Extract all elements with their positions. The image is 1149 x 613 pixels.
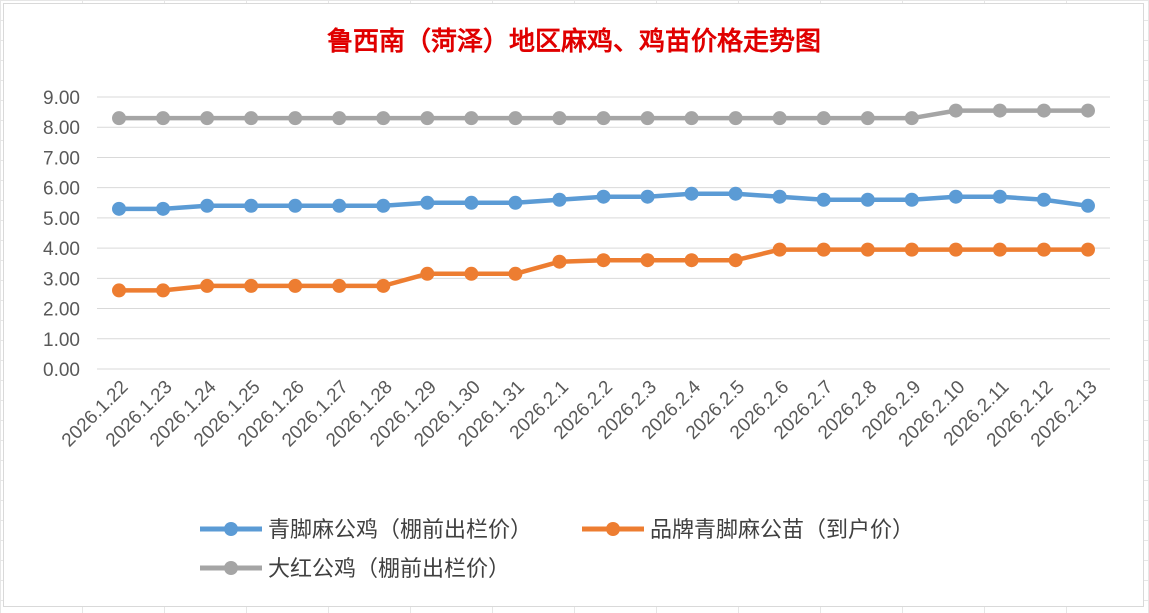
data-point[interactable] [948, 103, 963, 118]
y-tick-label: 8.00 [43, 118, 80, 139]
data-point[interactable] [640, 111, 655, 126]
y-tick-label: 1.00 [43, 330, 80, 351]
y-tick-label: 3.00 [43, 269, 80, 290]
data-point[interactable] [904, 242, 919, 257]
data-point[interactable] [420, 111, 435, 126]
data-point[interactable] [112, 283, 127, 298]
data-point[interactable] [288, 111, 303, 126]
data-point[interactable] [1080, 242, 1095, 257]
data-point[interactable] [596, 189, 611, 204]
legend-item-2[interactable]: 品牌青脚麻公苗（到户价） [582, 518, 914, 543]
data-point[interactable] [244, 278, 259, 293]
data-point[interactable] [200, 278, 215, 293]
y-tick-label: 4.00 [43, 239, 80, 260]
data-point[interactable] [596, 111, 611, 126]
data-point[interactable] [420, 266, 435, 281]
data-point[interactable] [200, 198, 215, 213]
series-3 [112, 103, 1095, 126]
data-point[interactable] [508, 266, 523, 281]
data-point[interactable] [420, 195, 435, 210]
data-point[interactable] [860, 111, 875, 126]
data-point[interactable] [728, 186, 743, 201]
data-point[interactable] [376, 278, 391, 293]
data-point[interactable] [816, 242, 831, 257]
data-point[interactable] [508, 111, 523, 126]
data-point[interactable] [816, 111, 831, 126]
data-point[interactable] [112, 201, 127, 216]
y-tick-label: 6.00 [43, 179, 80, 200]
y-tick-label: 7.00 [43, 148, 80, 169]
data-point[interactable] [772, 111, 787, 126]
series-2 [112, 242, 1095, 298]
data-point[interactable] [992, 103, 1007, 118]
data-point[interactable] [684, 253, 699, 268]
data-point[interactable] [376, 111, 391, 126]
data-point[interactable] [244, 198, 259, 213]
data-point[interactable] [948, 189, 963, 204]
data-point[interactable] [156, 283, 171, 298]
legend-label: 品牌青脚麻公苗（到户价） [650, 518, 914, 543]
data-point[interactable] [332, 111, 347, 126]
legend-swatch-marker [224, 561, 238, 575]
data-point[interactable] [508, 195, 523, 210]
data-point[interactable] [552, 254, 567, 269]
data-point[interactable] [728, 111, 743, 126]
data-point[interactable] [244, 111, 259, 126]
data-point[interactable] [816, 192, 831, 207]
data-point[interactable] [552, 111, 567, 126]
data-point[interactable] [992, 189, 1007, 204]
data-point[interactable] [200, 111, 215, 126]
data-point[interactable] [288, 278, 303, 293]
chart-title: 鲁西南（菏泽）地区麻鸡、鸡苗价格走势图 [327, 26, 821, 57]
data-point[interactable] [596, 253, 611, 268]
legend-item-3[interactable]: 大红公鸡（棚前出栏价） [200, 557, 510, 582]
data-point[interactable] [772, 189, 787, 204]
legend-label: 大红公鸡（棚前出栏价） [268, 557, 510, 582]
y-tick-label: 0.00 [43, 360, 80, 381]
data-point[interactable] [640, 189, 655, 204]
data-point[interactable] [156, 201, 171, 216]
legend-label: 青脚麻公鸡（棚前出栏价） [268, 518, 532, 543]
data-point[interactable] [112, 111, 127, 126]
data-point[interactable] [464, 266, 479, 281]
data-point[interactable] [376, 198, 391, 213]
x-axis: 2026.1.222026.1.232026.1.242026.1.252026… [58, 376, 1102, 451]
y-tick-label: 2.00 [43, 300, 80, 321]
data-point[interactable] [1080, 103, 1095, 118]
legend-swatch-marker [224, 522, 238, 536]
data-point[interactable] [1080, 198, 1095, 213]
data-point[interactable] [1036, 242, 1051, 257]
y-tick-label: 9.00 [43, 88, 80, 109]
legend-item-1[interactable]: 青脚麻公鸡（棚前出栏价） [200, 518, 532, 543]
data-point[interactable] [156, 111, 171, 126]
y-axis: 0.00 1.00 2.00 3.00 4.00 5.00 6.00 7.00 8.00 9.00 [43, 88, 80, 381]
data-point[interactable] [1036, 103, 1051, 118]
data-point[interactable] [1036, 192, 1051, 207]
data-point[interactable] [860, 192, 875, 207]
data-point[interactable] [728, 253, 743, 268]
data-point[interactable] [684, 186, 699, 201]
data-point[interactable] [772, 242, 787, 257]
data-point[interactable] [992, 242, 1007, 257]
data-point[interactable] [640, 253, 655, 268]
legend-swatch-marker [606, 522, 620, 536]
data-point[interactable] [904, 111, 919, 126]
data-point[interactable] [552, 192, 567, 207]
data-point[interactable] [332, 278, 347, 293]
gridlines [97, 96, 1110, 370]
data-point[interactable] [684, 111, 699, 126]
data-point[interactable] [904, 192, 919, 207]
data-point[interactable] [464, 195, 479, 210]
series-group [112, 103, 1095, 298]
legend: 青脚麻公鸡（棚前出栏价） 品牌青脚麻公苗（到户价） 大红公鸡（棚前出栏价） [200, 518, 914, 582]
data-point[interactable] [288, 198, 303, 213]
chart-frame[interactable] [3, 3, 1144, 607]
data-point[interactable] [464, 111, 479, 126]
series-1 [112, 186, 1095, 216]
data-point[interactable] [948, 242, 963, 257]
data-point[interactable] [860, 242, 875, 257]
y-tick-label: 5.00 [43, 209, 80, 230]
data-point[interactable] [332, 198, 347, 213]
